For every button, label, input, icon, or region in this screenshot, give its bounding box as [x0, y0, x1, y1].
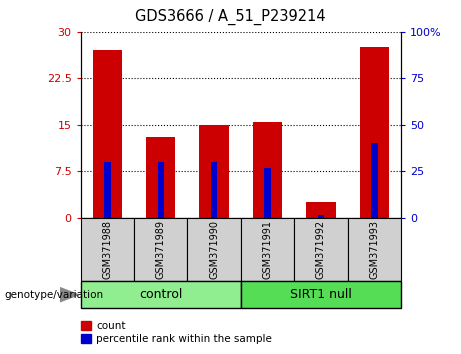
Text: control: control — [139, 288, 183, 301]
Bar — [81, 218, 134, 281]
Bar — [211, 162, 218, 218]
Bar — [253, 122, 282, 218]
Text: GSM371991: GSM371991 — [263, 220, 272, 279]
Text: GSM371990: GSM371990 — [209, 220, 219, 279]
Bar — [306, 202, 336, 218]
Bar — [264, 167, 271, 218]
Bar — [81, 281, 241, 308]
Text: GSM371993: GSM371993 — [369, 220, 379, 279]
Legend: count, percentile rank within the sample: count, percentile rank within the sample — [77, 317, 277, 348]
Bar — [200, 125, 229, 218]
Text: genotype/variation: genotype/variation — [5, 290, 104, 300]
Text: GSM371989: GSM371989 — [156, 220, 166, 279]
Bar — [371, 143, 378, 218]
Bar — [146, 137, 176, 218]
Polygon shape — [60, 287, 78, 302]
Text: SIRT1 null: SIRT1 null — [290, 288, 352, 301]
Bar — [158, 162, 164, 218]
Bar — [294, 218, 348, 281]
Bar — [348, 218, 401, 281]
Text: GSM371988: GSM371988 — [102, 220, 112, 279]
Bar — [93, 51, 122, 218]
Text: GDS3666 / A_51_P239214: GDS3666 / A_51_P239214 — [135, 9, 326, 25]
Bar — [104, 162, 111, 218]
Bar — [318, 215, 324, 218]
Text: GSM371992: GSM371992 — [316, 220, 326, 279]
Bar — [360, 47, 389, 218]
Bar — [241, 281, 401, 308]
Bar — [134, 218, 188, 281]
Bar — [241, 218, 294, 281]
Bar — [188, 218, 241, 281]
